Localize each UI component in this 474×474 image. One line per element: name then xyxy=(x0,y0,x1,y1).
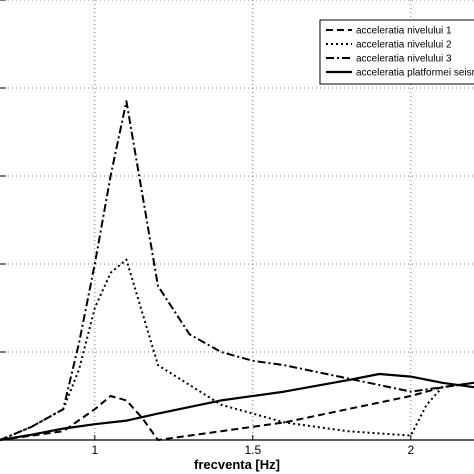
legend-label-1: acceleratia nivelului 1 xyxy=(356,26,452,37)
x-tick-labels: 1 1.5 2 xyxy=(91,443,414,457)
series-line-4 xyxy=(0,372,474,442)
series-line-2 xyxy=(0,258,474,441)
legend-box xyxy=(319,19,474,85)
x-axis-label: frecventa [Hz] xyxy=(194,457,280,472)
x-tick-label-2: 2 xyxy=(407,443,414,457)
legend-label-2: acceleratia nivelului 2 xyxy=(356,40,452,51)
legend-label-4: acceleratia platformei seismice xyxy=(356,68,474,79)
series-layer xyxy=(0,100,474,442)
x-tick-label-1: 1.5 xyxy=(244,443,261,457)
x-tick-label-0: 1 xyxy=(91,443,98,457)
legend-label-3: acceleratia nivelului 3 xyxy=(356,54,452,65)
series-line-3 xyxy=(0,100,474,441)
legend: acceleratia nivelului 1 acceleratia nivel… xyxy=(319,19,474,85)
grid-lines xyxy=(0,0,474,440)
axes xyxy=(0,0,474,441)
